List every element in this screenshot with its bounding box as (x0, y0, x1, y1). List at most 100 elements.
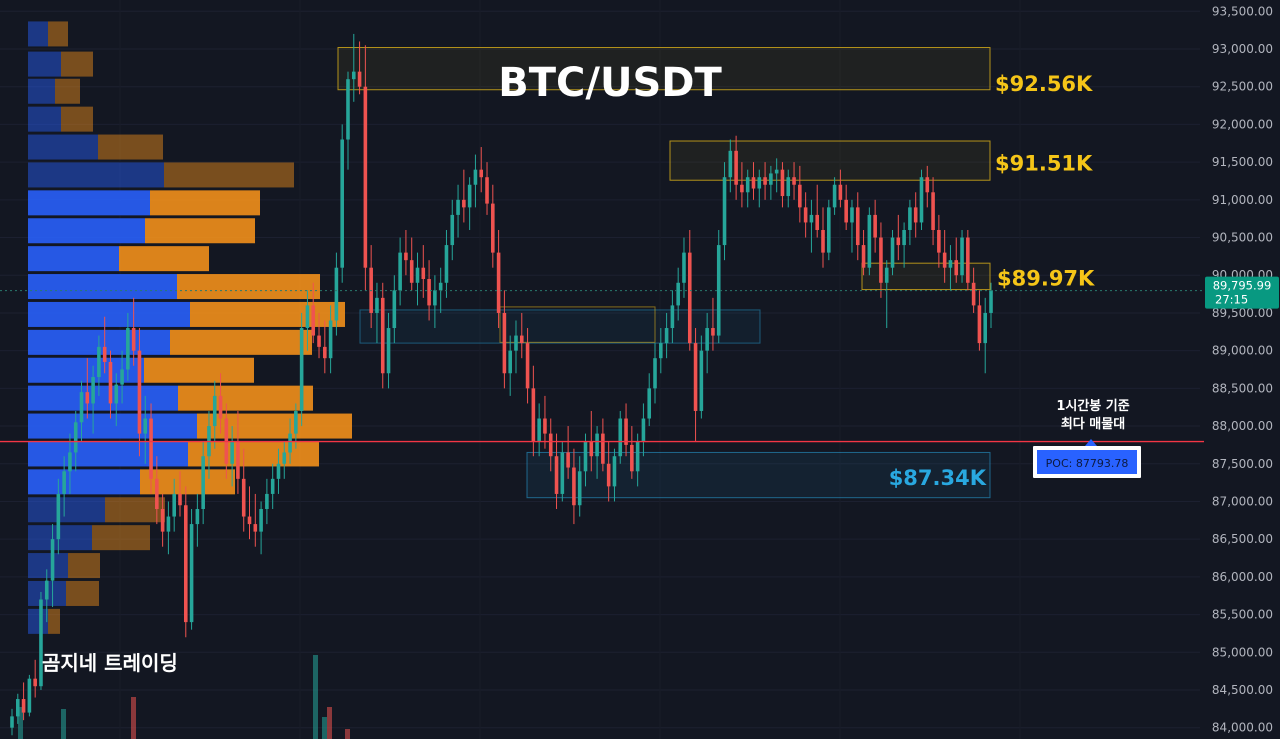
candle-body (102, 346, 107, 362)
candle-body (114, 384, 119, 404)
volume-profile-buy-bar (28, 218, 145, 244)
volume-profile-sell-bar (61, 51, 93, 77)
candle-body (230, 441, 234, 464)
candle-body (189, 524, 194, 623)
poc-label: POC: 87793.78 (1046, 457, 1129, 470)
volume-profile-buy-bar (28, 413, 197, 439)
candle-body (884, 267, 889, 283)
candle-body (751, 177, 756, 189)
candle-body (73, 422, 78, 453)
candle-body (172, 493, 176, 517)
candle-body (989, 290, 993, 313)
volume-bar (322, 717, 327, 739)
zone-label-2: $89.97K (997, 266, 1095, 290)
volume-profile-buy-bar (28, 106, 61, 132)
candle-body (838, 184, 843, 200)
volume-profile-sell-bar (170, 329, 312, 355)
candle-body (966, 237, 970, 283)
volume-profile-buy-bar (28, 553, 68, 579)
volume-profile-sell-bar (145, 218, 255, 244)
candle-body (491, 203, 495, 253)
candle-body (855, 207, 860, 246)
candle-body (913, 207, 918, 223)
candle-body (265, 493, 269, 510)
candle-body (253, 524, 258, 532)
candle-body (108, 361, 113, 404)
y-tick-label: 88,500.00 (1212, 381, 1273, 395)
volume-profile-sell-bar (190, 301, 345, 327)
volume-profile-buy-bar (28, 469, 140, 495)
candle-body (299, 328, 304, 411)
candle-body (803, 207, 808, 223)
candle-body (340, 139, 344, 268)
candle-body (525, 343, 530, 389)
y-tick-label: 86,000.00 (1212, 570, 1273, 584)
volume-profile-sell-bar (66, 580, 99, 606)
candle-body (33, 678, 37, 687)
volume-bar (61, 709, 66, 739)
y-tick-label: 91,000.00 (1212, 193, 1273, 207)
candle-body (334, 267, 339, 321)
candle-body (39, 599, 43, 687)
volume-profile-buy-bar (28, 357, 144, 383)
candle-body (983, 312, 988, 344)
candle-body (183, 505, 188, 623)
poc-note-line1: 1시간봉 기준 (1056, 398, 1129, 414)
volume-profile-sell-bar (61, 106, 93, 132)
volume-profile-buy-bar (28, 497, 105, 523)
poc-note-line2: 최다 매물대 (1061, 416, 1125, 432)
candle-body (873, 214, 877, 238)
volume-profile-buy-bar (28, 441, 188, 467)
y-tick-label: 92,000.00 (1212, 117, 1273, 131)
candle-body (311, 305, 316, 336)
candle-body (85, 392, 90, 404)
candle-body (948, 260, 953, 268)
candle-body (68, 452, 72, 472)
candle-body (288, 433, 292, 453)
candle-body (977, 305, 982, 344)
candle-body (832, 184, 837, 208)
current-price-countdown: 27:15 (1215, 293, 1248, 307)
candle-body (305, 305, 310, 329)
candle-body (664, 328, 669, 344)
candle-body (699, 350, 704, 411)
candle-body (50, 539, 55, 581)
y-tick-label: 87,500.00 (1212, 457, 1273, 471)
candle-body (757, 177, 762, 189)
candle-body (786, 177, 791, 197)
candle-body (809, 214, 814, 223)
candle-body (780, 169, 785, 197)
candle-body (444, 245, 449, 283)
candle-body (62, 471, 66, 494)
y-tick-label: 86,500.00 (1212, 532, 1273, 546)
candle-body (676, 282, 680, 306)
candle-body (601, 433, 605, 464)
volume-profile-sell-bar (150, 190, 260, 216)
volume-profile-sell-bar (105, 497, 165, 523)
volume-profile-sell-bar (177, 274, 320, 300)
candle-body (178, 493, 182, 506)
candle-body (392, 290, 397, 329)
candle-body (647, 388, 652, 419)
current-price-value: 89,795.99 (1213, 279, 1272, 293)
y-tick-label: 89,500.00 (1212, 306, 1273, 320)
candle-body (212, 395, 217, 427)
candle-body (450, 214, 455, 246)
y-tick-label: 92,500.00 (1212, 80, 1273, 94)
candle-body (543, 418, 547, 434)
volume-profile-buy-bar (28, 246, 119, 272)
candle-body (740, 184, 744, 193)
y-tick-label: 88,000.00 (1212, 419, 1273, 433)
candle-body (711, 328, 715, 336)
volume-profile-buy-bar (28, 385, 178, 411)
volume-profile-sell-bar (197, 413, 352, 439)
candle-body (398, 252, 402, 291)
candle-body (728, 150, 733, 178)
y-tick-label: 91,500.00 (1212, 155, 1273, 169)
candle-body (351, 71, 356, 80)
candle-body (155, 478, 159, 510)
candle-body (595, 433, 599, 457)
y-tick-label: 90,500.00 (1212, 231, 1273, 245)
candle-body (879, 237, 883, 283)
